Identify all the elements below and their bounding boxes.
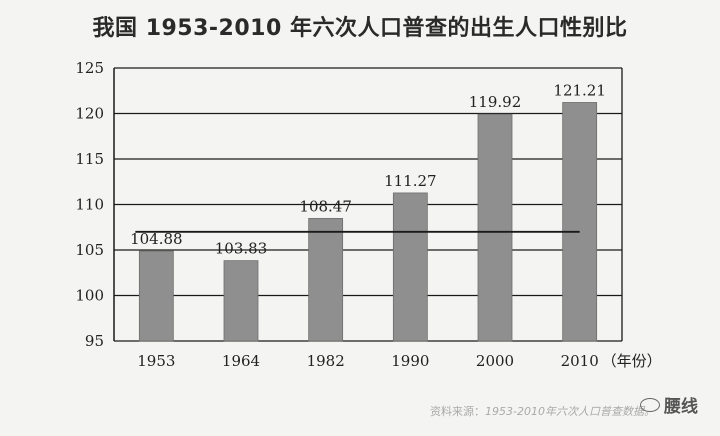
y-tick-label: 105 xyxy=(75,241,104,259)
watermark-text: 腰线 xyxy=(664,397,698,417)
y-tick-label: 125 xyxy=(75,59,104,77)
gridlines xyxy=(114,67,622,342)
watermark: 腰线 xyxy=(640,392,698,417)
x-axis-label: （年份） xyxy=(602,352,662,370)
source-prefix: 资料来源： xyxy=(430,405,485,418)
x-tick-label: 1990 xyxy=(391,352,429,370)
y-tick-label: 115 xyxy=(75,150,104,168)
bar xyxy=(477,113,513,342)
x-tick-label: 2000 xyxy=(476,352,514,370)
value-label: 111.27 xyxy=(384,172,437,190)
bar xyxy=(138,250,174,342)
value-labels: 104.88 103.83 108.47 111.27 119.92 121.21 xyxy=(130,81,606,257)
x-tick-label: 1982 xyxy=(307,352,345,370)
value-label: 121.21 xyxy=(553,81,606,99)
x-tick-label: 2010 xyxy=(561,352,599,370)
axes: 95 100 105 110 115 120 125 1953 1964 1982 1990 2000… xyxy=(75,59,661,370)
value-label: 119.92 xyxy=(469,93,522,111)
bars xyxy=(138,102,598,342)
y-tick-label: 110 xyxy=(75,196,104,214)
chart-title: 我国 1953-2010 年六次人口普查的出生人口性别比 xyxy=(92,16,628,41)
value-label: 103.83 xyxy=(215,240,268,258)
x-tick-label: 1953 xyxy=(137,352,175,370)
bar xyxy=(308,218,344,342)
y-tick-label: 100 xyxy=(75,287,104,305)
value-label: 104.88 xyxy=(130,230,183,248)
y-tick-label: 95 xyxy=(85,332,104,350)
wechat-icon xyxy=(640,397,660,412)
bar xyxy=(562,102,598,342)
source-text: 1953-2010年六次人口普查数据。 xyxy=(485,405,655,418)
source-note: 资料来源：1953-2010年六次人口普查数据。 xyxy=(430,403,655,419)
value-label: 108.47 xyxy=(299,197,352,215)
y-tick-label: 120 xyxy=(75,105,104,123)
x-tick-label: 1964 xyxy=(222,352,260,370)
bar xyxy=(392,192,428,342)
bar xyxy=(223,260,259,342)
